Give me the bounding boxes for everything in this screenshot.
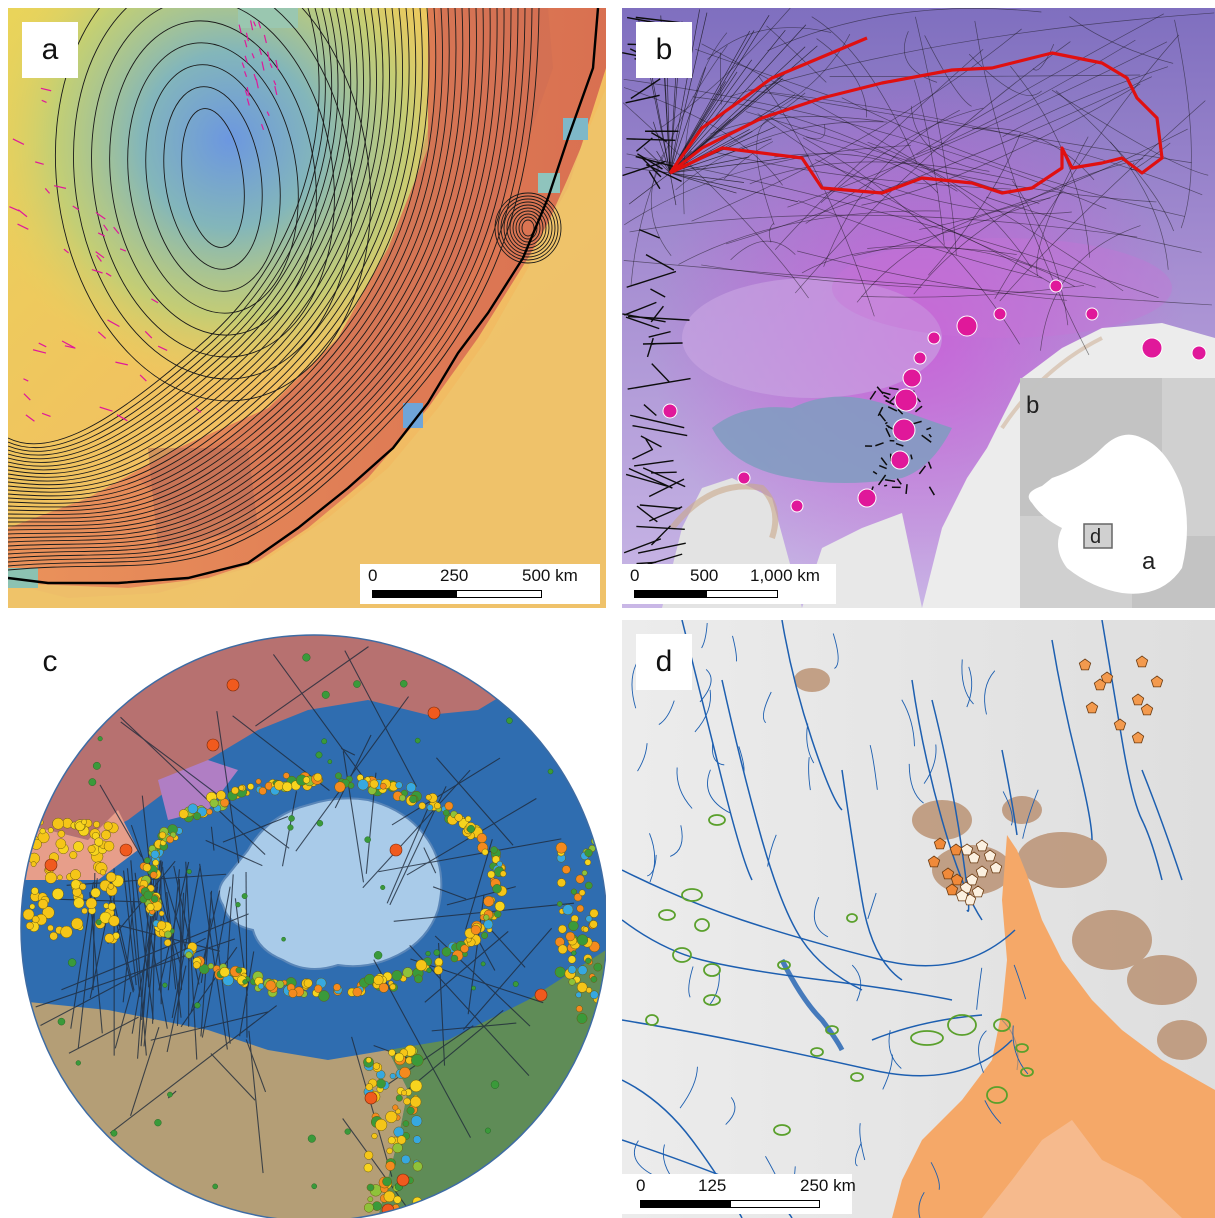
inset-label-b: b: [1026, 392, 1040, 419]
survey-ship-tracks: [35, 646, 575, 1212]
scale-tick-0: 0: [636, 1176, 646, 1195]
subglacial-lakes: [645, 814, 1034, 1136]
subglacial-lake-outlines: [9, 20, 279, 422]
inset-label-a: a: [1142, 548, 1156, 575]
panel-c-label: c: [42, 645, 58, 678]
panel-b-scalebar: 0 500 1,000 km: [622, 564, 836, 604]
magenta-site-markers: [662, 279, 1207, 513]
scale-tick-0: 0: [368, 566, 378, 585]
inset-label-d: d: [1090, 526, 1102, 548]
scale-tick-end: 1,000 km: [750, 566, 820, 585]
traverse-route: [668, 36, 1164, 195]
overview-inset: [1020, 378, 1215, 608]
subglacial-streams: [622, 620, 1183, 1218]
scale-tick-end: 250 km: [800, 1176, 856, 1195]
panel-d-graphic: [622, 620, 1215, 1218]
site-dots: [22, 635, 606, 1217]
panel-a-scalebar: 0 250 500 km: [360, 564, 600, 604]
panel-a-map: a 0 250 500 km: [8, 8, 606, 608]
site-pentagon-markers: [927, 655, 1164, 906]
panel-d-scalebar: 0 125 250 km: [622, 1174, 856, 1214]
panel-b-graphic: [622, 8, 1215, 608]
scale-tick-mid: 500: [690, 566, 719, 585]
panel-d-label: d: [636, 634, 692, 690]
scale-tick-end: 500 km: [522, 566, 578, 585]
panel-c-graphic: [8, 620, 606, 1218]
scale-tick-mid: 125: [698, 1176, 727, 1195]
panel-b-map: b b d a 0 500 1,000 km: [622, 8, 1215, 608]
flight-tracks: [622, 8, 1215, 593]
scale-tick-0: 0: [630, 566, 640, 585]
panel-a-label: a: [22, 22, 78, 78]
contour-lines: [8, 8, 562, 571]
panel-a-graphic: [8, 8, 606, 608]
panel-d-map: d 0 125 250 km: [622, 620, 1215, 1218]
scale-tick-mid: 250: [440, 566, 469, 585]
panel-c-map: c: [8, 620, 606, 1218]
panel-b-label: b: [636, 22, 692, 78]
